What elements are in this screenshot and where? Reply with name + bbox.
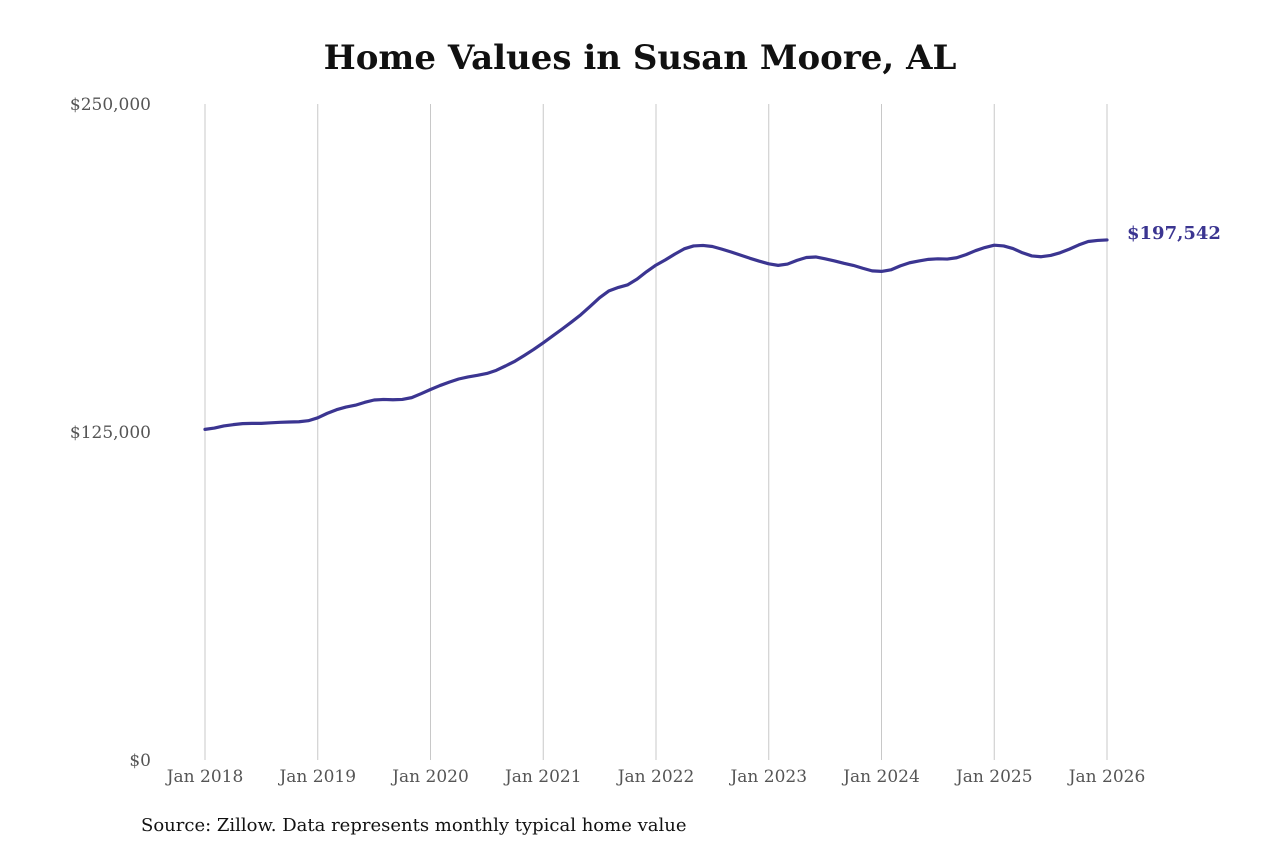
- x-tick-label: Jan 2025: [954, 767, 1033, 787]
- x-tick-label: Jan 2026: [1067, 767, 1146, 787]
- x-tick-label: Jan 2019: [277, 767, 356, 787]
- x-tick-label: Jan 2023: [728, 767, 807, 787]
- x-tick-label: Jan 2022: [616, 767, 695, 787]
- x-tick-label: Jan 2021: [503, 767, 582, 787]
- series: [203, 238, 1109, 431]
- annotations: $197,542: [1127, 223, 1221, 244]
- grid-lines: [204, 104, 1108, 760]
- source-note: Source: Zillow. Data represents monthly …: [141, 815, 687, 836]
- chart-title: Home Values in Susan Moore, AL: [323, 38, 957, 78]
- x-tick-label: Jan 2024: [841, 767, 920, 787]
- y-tick-label: $0: [129, 751, 151, 771]
- end-value-label: $197,542: [1127, 223, 1221, 244]
- x-tick-label: Jan 2020: [390, 767, 469, 787]
- series-line: [203, 238, 1109, 431]
- y-tick-label: $250,000: [70, 95, 151, 115]
- y-tick-label: $125,000: [70, 423, 151, 443]
- x-axis: Jan 2018 Jan 2019 Jan 2020 Jan 2021 Jan 2022…: [165, 767, 1146, 787]
- x-tick-label: Jan 2018: [165, 767, 244, 787]
- y-axis: $0 $125,000 $250,000: [70, 95, 151, 771]
